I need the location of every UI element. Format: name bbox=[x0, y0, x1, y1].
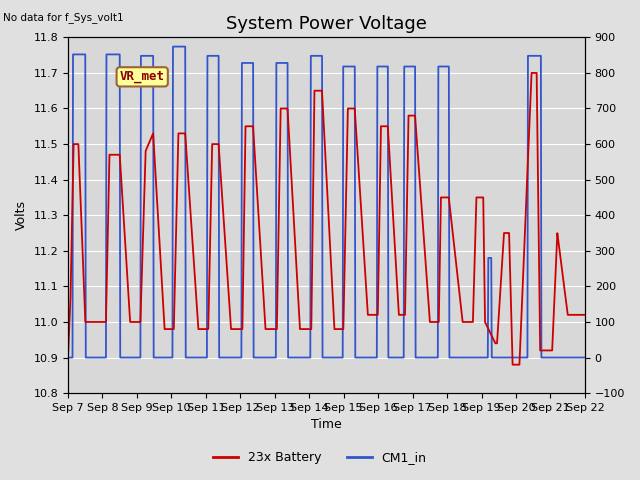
Y-axis label: Volts: Volts bbox=[15, 200, 28, 230]
X-axis label: Time: Time bbox=[311, 419, 342, 432]
Legend: 23x Battery, CM1_in: 23x Battery, CM1_in bbox=[208, 446, 432, 469]
Text: No data for f_Sys_volt1: No data for f_Sys_volt1 bbox=[3, 12, 124, 23]
Title: System Power Voltage: System Power Voltage bbox=[226, 15, 427, 33]
Text: VR_met: VR_met bbox=[120, 71, 164, 84]
